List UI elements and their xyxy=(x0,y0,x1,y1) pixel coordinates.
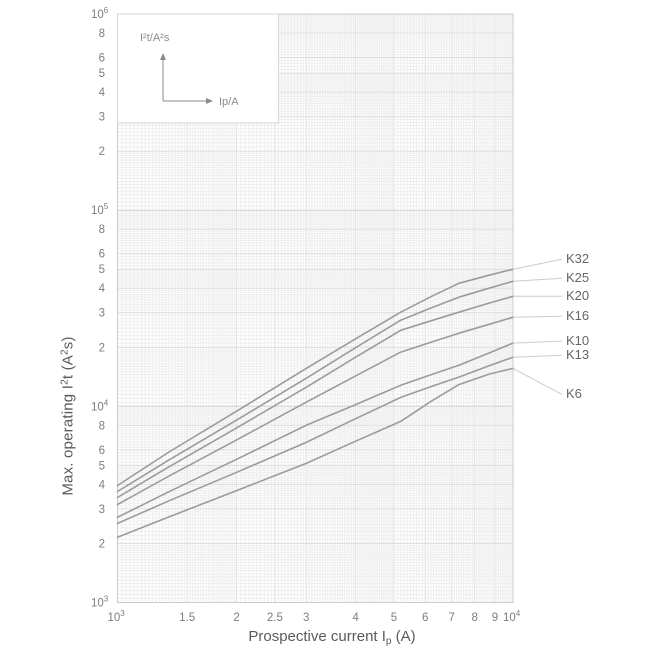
curve-label-K25: K25 xyxy=(566,270,590,286)
y-tick-label: 5 xyxy=(99,264,105,276)
curve-K25 xyxy=(116,280,514,493)
plot-border xyxy=(117,13,514,603)
inset-y-arrowhead-icon xyxy=(160,53,166,60)
grid xyxy=(117,14,513,603)
y-tick-label: 3 xyxy=(99,504,105,516)
curve-K13 xyxy=(116,356,514,525)
y-tick-label: 6 xyxy=(99,445,105,457)
x-axis-title-text: (A) xyxy=(391,628,416,645)
leader-K25 xyxy=(512,277,563,282)
inset-legend: I²t/A²s Ip/A xyxy=(117,13,279,124)
y-tick-label: 8 xyxy=(99,420,105,432)
curve-label-K6: K6 xyxy=(566,386,582,402)
curve-K32 xyxy=(116,268,514,487)
y-tick-label: 3 xyxy=(99,112,105,124)
x-tick-label: 1.5 xyxy=(179,612,195,624)
y-axis-title-text: s) xyxy=(59,336,77,350)
y-tick-label: 8 xyxy=(99,28,105,40)
y-axis-title: Max. operating I2t (A2s) xyxy=(60,336,77,495)
x-tick-label: 5 xyxy=(391,612,397,624)
x-tick-label: 103 xyxy=(108,609,126,624)
inset-y-label: I²t/A²s xyxy=(140,32,170,44)
curve-K20 xyxy=(116,295,514,499)
y-axis-title-sup: 2 xyxy=(59,379,71,385)
x-tick-label: 7 xyxy=(449,612,455,624)
curve-K6 xyxy=(116,367,514,539)
curve-K10 xyxy=(116,342,514,519)
curve-K16 xyxy=(116,316,514,506)
y-tick-label: 6 xyxy=(99,53,105,65)
x-tick-label: 9 xyxy=(492,612,498,624)
x-tick-label: 2 xyxy=(233,612,239,624)
y-tick-label: 2 xyxy=(99,538,105,550)
curve-label-K20: K20 xyxy=(566,288,590,304)
y-tick-label: 104 xyxy=(91,398,109,413)
leader-K6 xyxy=(512,368,563,395)
y-tick-label: 4 xyxy=(99,283,106,295)
y-axis-title-text: t (A xyxy=(59,355,77,380)
y-tick-label: 2 xyxy=(99,146,105,158)
x-tick-label: 3 xyxy=(303,612,309,624)
leader-K16 xyxy=(512,315,563,318)
y-axis-title-sup: 2 xyxy=(59,349,71,355)
y-tick-label: 8 xyxy=(99,224,105,236)
y-tick-label: 105 xyxy=(91,202,109,217)
y-tick-label: 2 xyxy=(99,342,105,354)
y-tick-label: 4 xyxy=(99,87,106,99)
x-axis-title: Prospective current Ip (A) xyxy=(248,628,415,647)
y-tick-label: 106 xyxy=(91,6,109,21)
inset-x-label: Ip/A xyxy=(219,96,239,108)
curve-label-K32: K32 xyxy=(566,251,590,267)
x-tick-label: 8 xyxy=(471,612,477,624)
leader-K32 xyxy=(512,258,563,270)
y-tick-label: 103 xyxy=(91,595,109,610)
y-tick-label: 3 xyxy=(99,308,105,320)
curves xyxy=(116,258,563,539)
y-tick-label: 5 xyxy=(99,460,105,472)
y-tick-label: 6 xyxy=(99,249,105,261)
y-tick-label: 5 xyxy=(99,68,105,80)
x-tick-label: 4 xyxy=(352,612,359,624)
x-tick-label: 6 xyxy=(422,612,428,624)
curve-label-K10: K10 xyxy=(566,333,590,349)
tick-labels: 103 1.5 2 2.5 3 4 5 6 7 8 9 104 106 8 6 5 4 3 2 105 8 6 5 4 3 2 10… xyxy=(91,6,521,624)
x-axis-title-sub: p xyxy=(385,636,392,647)
x-tick-label: 104 xyxy=(503,609,521,624)
y-tick-label: 4 xyxy=(99,479,106,491)
x-tick-label: 2.5 xyxy=(267,612,283,624)
y-axis-title-text: Max. operating I xyxy=(59,384,77,496)
inset-box xyxy=(117,13,279,124)
leader-K13 xyxy=(512,354,563,358)
curve-label-K16: K16 xyxy=(566,308,590,324)
inset-x-arrowhead-icon xyxy=(206,98,213,104)
x-axis-title-text: Prospective current I xyxy=(248,628,386,645)
curve-label-K13: K13 xyxy=(566,347,590,363)
leader-K10 xyxy=(512,340,563,344)
